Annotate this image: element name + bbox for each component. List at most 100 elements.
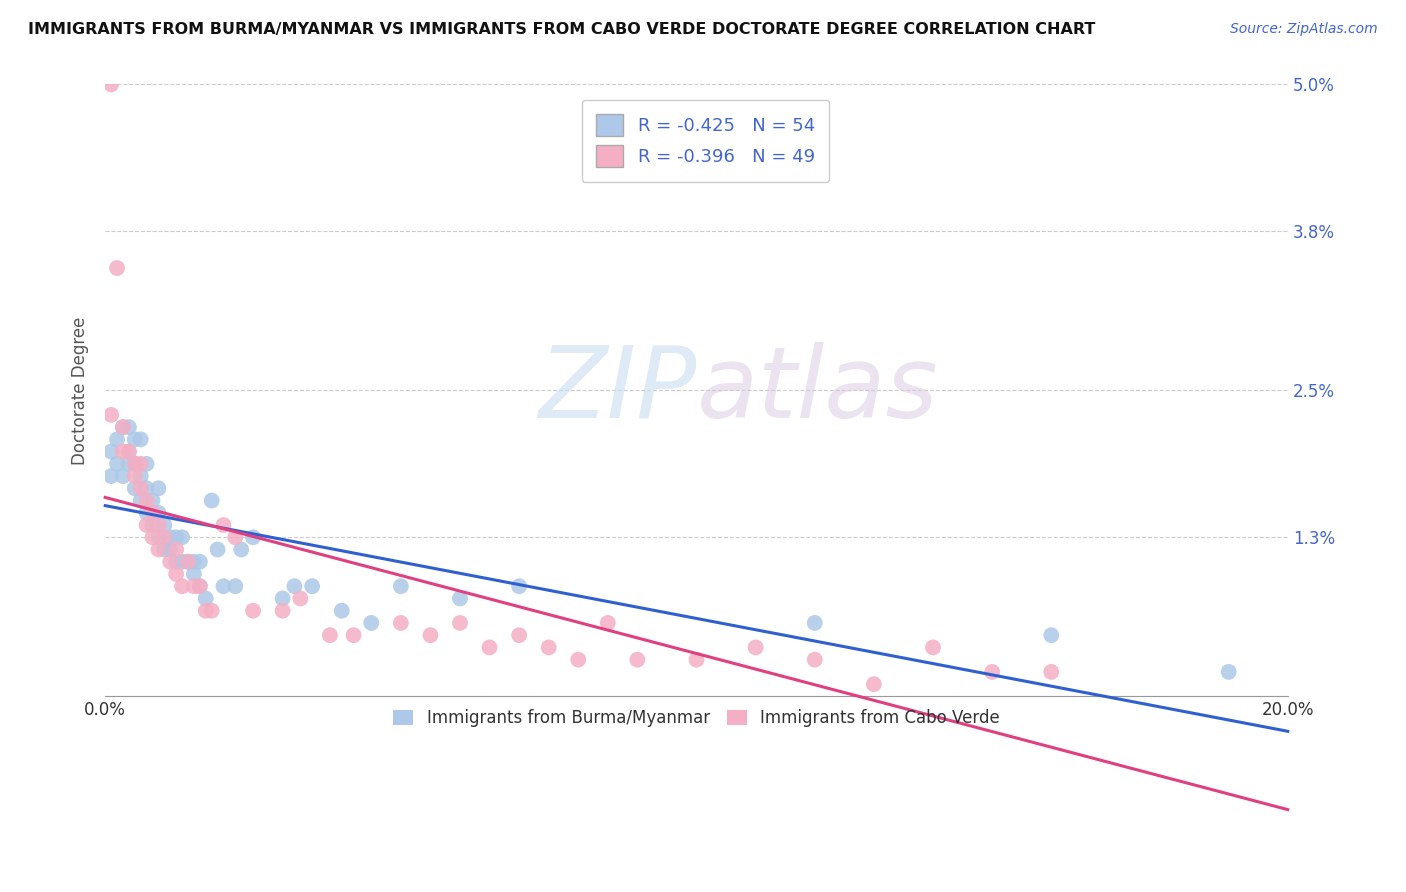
Point <box>129 469 152 483</box>
Point <box>508 628 530 642</box>
Point <box>803 653 825 667</box>
Point <box>319 628 342 642</box>
Point <box>148 542 170 557</box>
Point <box>242 530 264 544</box>
Point <box>124 469 146 483</box>
Point <box>172 555 194 569</box>
Point <box>1040 665 1063 679</box>
Point <box>111 469 134 483</box>
Point <box>183 555 205 569</box>
Point <box>342 628 364 642</box>
Point <box>177 555 200 569</box>
Point <box>194 591 217 606</box>
Point <box>685 653 707 667</box>
Point <box>271 604 294 618</box>
Point <box>301 579 323 593</box>
Point <box>141 530 163 544</box>
Point <box>159 530 181 544</box>
Text: IMMIGRANTS FROM BURMA/MYANMAR VS IMMIGRANTS FROM CABO VERDE DOCTORATE DEGREE COR: IMMIGRANTS FROM BURMA/MYANMAR VS IMMIGRA… <box>28 22 1095 37</box>
Text: atlas: atlas <box>696 342 938 439</box>
Point <box>124 457 146 471</box>
Point <box>159 555 181 569</box>
Point <box>124 481 146 495</box>
Point <box>508 579 530 593</box>
Point <box>194 604 217 618</box>
Point <box>153 530 176 544</box>
Point <box>188 579 211 593</box>
Point <box>449 591 471 606</box>
Point <box>129 457 152 471</box>
Point <box>118 444 141 458</box>
Point <box>141 493 163 508</box>
Point <box>449 615 471 630</box>
Point <box>148 481 170 495</box>
Point <box>567 653 589 667</box>
Point <box>389 579 412 593</box>
Point <box>242 604 264 618</box>
Point <box>105 433 128 447</box>
Point <box>165 566 187 581</box>
Point <box>153 518 176 533</box>
Point <box>177 555 200 569</box>
Point <box>596 615 619 630</box>
Point <box>148 530 170 544</box>
Point <box>141 518 163 533</box>
Point <box>100 444 122 458</box>
Point <box>389 615 412 630</box>
Point <box>744 640 766 655</box>
Point <box>165 555 187 569</box>
Point <box>201 604 224 618</box>
Point <box>172 579 194 593</box>
Point <box>135 493 157 508</box>
Point <box>159 542 181 557</box>
Point <box>188 555 211 569</box>
Point <box>124 433 146 447</box>
Point <box>135 481 157 495</box>
Point <box>478 640 501 655</box>
Point <box>100 469 122 483</box>
Point <box>981 665 1004 679</box>
Point <box>201 493 224 508</box>
Point <box>105 260 128 275</box>
Point <box>212 579 235 593</box>
Point <box>212 518 235 533</box>
Point <box>135 506 157 520</box>
Point <box>188 579 211 593</box>
Point <box>105 457 128 471</box>
Point <box>100 78 122 92</box>
Point <box>141 506 163 520</box>
Point <box>224 579 246 593</box>
Point <box>183 579 205 593</box>
Point <box>626 653 648 667</box>
Point <box>100 408 122 422</box>
Point <box>111 420 134 434</box>
Point <box>129 433 152 447</box>
Point <box>118 420 141 434</box>
Point <box>172 530 194 544</box>
Point <box>148 518 170 533</box>
Legend: Immigrants from Burma/Myanmar, Immigrants from Cabo Verde: Immigrants from Burma/Myanmar, Immigrant… <box>387 703 1007 734</box>
Point <box>153 542 176 557</box>
Text: Source: ZipAtlas.com: Source: ZipAtlas.com <box>1230 22 1378 37</box>
Point <box>803 615 825 630</box>
Point <box>207 542 229 557</box>
Point <box>118 457 141 471</box>
Point <box>135 457 157 471</box>
Point <box>290 591 312 606</box>
Point <box>1218 665 1240 679</box>
Point <box>1040 628 1063 642</box>
Point <box>419 628 441 642</box>
Point <box>922 640 945 655</box>
Point <box>148 506 170 520</box>
Point <box>231 542 253 557</box>
Point <box>135 518 157 533</box>
Point <box>537 640 560 655</box>
Point <box>283 579 305 593</box>
Text: ZIP: ZIP <box>538 342 696 439</box>
Point <box>224 530 246 544</box>
Point <box>271 591 294 606</box>
Point <box>118 444 141 458</box>
Point <box>124 457 146 471</box>
Point <box>183 566 205 581</box>
Point <box>863 677 886 691</box>
